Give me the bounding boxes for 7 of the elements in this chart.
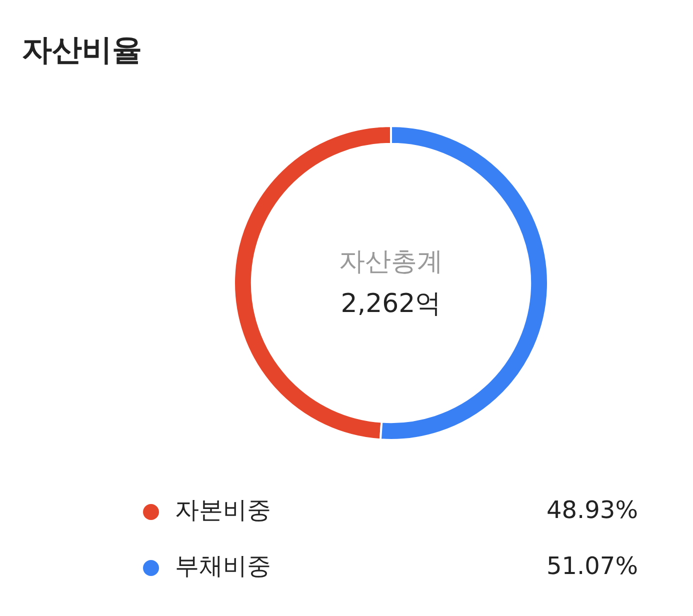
text: 2,262억 — [340, 288, 442, 319]
text: 자산총계 — [339, 246, 443, 277]
chart-title: 자산비율 — [22, 32, 142, 68]
data-label: 48.93% — [546, 496, 638, 524]
legend-label: 부채비중 — [175, 552, 271, 580]
legend-label: 자본비중 — [175, 496, 271, 524]
data-label: 51.07% — [546, 552, 638, 580]
